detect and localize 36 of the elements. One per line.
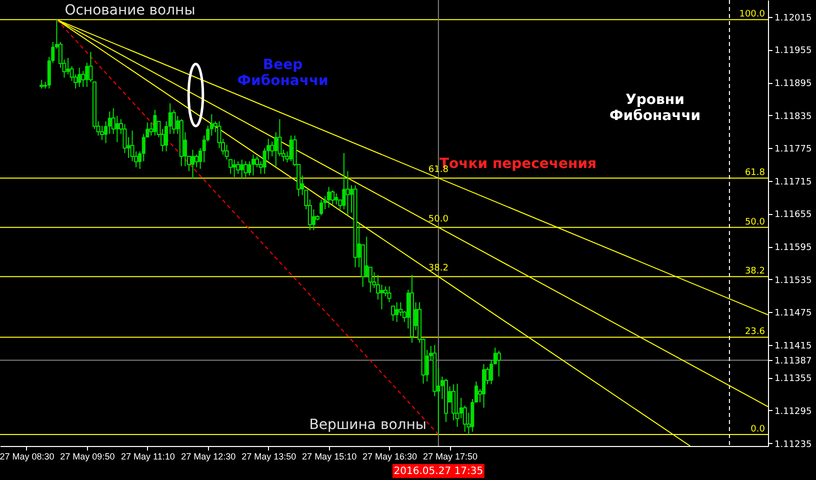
x-tick-label: 27 May 13:50 [242, 452, 296, 462]
x-tick-label: 27 May 17:50 [422, 452, 478, 462]
annotation: Вершина волны [309, 417, 426, 433]
y-tick-label: 1.11475 [774, 308, 812, 319]
y-tick-label: 1.11775 [774, 144, 812, 155]
x-tick-label: 27 May 11:10 [120, 452, 175, 462]
y-tick-label: 1.11595 [774, 243, 812, 253]
y-tick-label: 1.11955 [774, 46, 812, 56]
y-tick-label: 1.11835 [774, 112, 812, 122]
y-tick-label: 1.11415 [774, 341, 812, 352]
y-tick-label: 1.11387 [774, 356, 812, 367]
annotation: Веер Фибоначчи [237, 57, 328, 89]
annotation: 23.6 [744, 327, 766, 338]
annotation: 50.0 [744, 217, 766, 228]
y-tick-label: 1.11895 [774, 79, 812, 90]
y-tick-label: 1.11715 [774, 177, 812, 188]
annotation: 38.2 [428, 264, 448, 274]
annotation: 100.0 [739, 10, 766, 20]
x-tick-label: 27 May 16:30 [362, 452, 418, 462]
annotation: 50.0 [428, 214, 449, 224]
annotation: 0.0 [750, 424, 766, 435]
text: 2016.05.27 17:35 [394, 466, 484, 477]
y-tick-label: 1.11655 [774, 210, 812, 220]
annotation: 38.2 [744, 266, 765, 277]
annotation: Основание волны [64, 2, 196, 19]
y-tick-label: 1.11295 [774, 406, 812, 417]
y-tick-label: 1.11535 [774, 276, 812, 286]
y-tick-label: 1.12015 [774, 13, 812, 24]
y-tick-label: 1.11235 [774, 440, 812, 450]
y-tick-label: 1.11355 [774, 374, 812, 384]
x-tick-label: 27 May 08:30 [0, 452, 54, 462]
annotation: 61.8 [744, 168, 766, 178]
x-tick-label: 27 May 09:50 [60, 452, 115, 462]
x-tick-label: 27 May 12:30 [181, 452, 236, 462]
annotation: Уровни Фибоначчи [609, 92, 701, 124]
x-tick-label: 27 May 15:10 [302, 452, 357, 462]
